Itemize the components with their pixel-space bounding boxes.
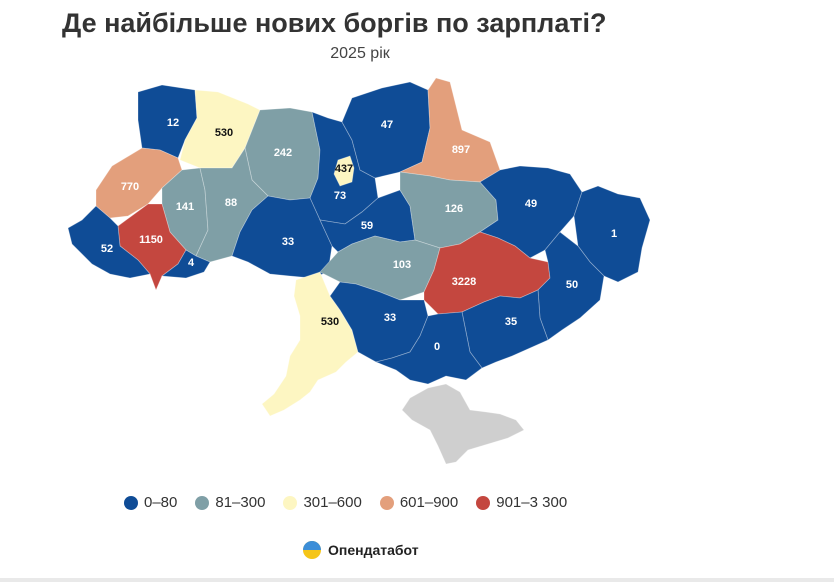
region-zaporizhzhia[interactable] [461, 289, 549, 369]
page-subtitle: 2025 рік [330, 45, 390, 62]
region-value-kharkiv: 49 [525, 198, 537, 210]
legend-label: 601–900 [399, 494, 459, 511]
legend-label: 0–80 [144, 494, 178, 511]
region-value-lviv: 770 [121, 181, 139, 193]
opendatabot-logo-icon [303, 541, 321, 559]
region-value-volyn: 12 [167, 117, 179, 129]
legend-item: 81–300 [195, 494, 265, 511]
brand-logo[interactable]: Опендатабот [302, 540, 419, 560]
region-lviv[interactable] [95, 147, 183, 219]
region-kyiv-city[interactable] [333, 155, 355, 187]
legend-item: 0–80 [124, 494, 177, 511]
region-donetsk[interactable] [537, 231, 605, 341]
region-value-poltava: 126 [445, 203, 463, 215]
region-volyn[interactable] [137, 84, 198, 159]
region-zakarpattia[interactable] [67, 205, 151, 279]
legend-item: 601–900 [379, 494, 459, 511]
legend-swatch [195, 495, 210, 510]
region-value-kyiv-oblast: 73 [334, 190, 346, 202]
region-value-zaporizhzhia: 35 [505, 316, 517, 328]
bottom-divider [0, 578, 834, 582]
legend-swatch [379, 495, 394, 510]
brand-name: Опендатабот [328, 542, 419, 558]
region-value-vinnytsia: 33 [282, 236, 294, 248]
legend-label: 81–300 [215, 494, 266, 511]
region-crimea[interactable] [401, 383, 525, 465]
region-value-sumy: 897 [452, 144, 470, 156]
region-value-kherson: 0 [434, 341, 440, 353]
region-value-kyiv-city: 437 [335, 163, 353, 175]
region-value-ternopil: 141 [176, 201, 194, 213]
region-value-dnipropetrovsk: 3228 [452, 276, 476, 288]
legend-item: 301–600 [283, 494, 362, 511]
region-value-chernivtsi: 4 [188, 257, 195, 269]
region-value-rivne: 530 [215, 127, 233, 139]
legend-label: 901–3 300 [496, 494, 568, 511]
region-value-donetsk: 50 [566, 279, 578, 291]
legend-swatch [283, 495, 298, 510]
legend-label: 301–600 [303, 494, 362, 511]
legend-swatch [124, 495, 138, 510]
legend-swatch [476, 495, 491, 510]
page-title: Де найбільше нових боргів по зарплаті? [62, 8, 607, 38]
region-value-mykolaiv: 33 [384, 312, 396, 324]
region-value-kirovohrad: 103 [393, 259, 411, 271]
region-value-zhytomyr: 242 [274, 147, 292, 159]
legend-item: 901–3 300 [476, 494, 567, 511]
region-chernivtsi[interactable] [160, 249, 211, 279]
map-legend: 0–80 81–300 301–600 601–900 901–3 300 [124, 494, 567, 511]
region-value-odesa: 530 [321, 316, 339, 328]
region-value-cherkasy: 59 [361, 220, 373, 232]
region-vinnytsia[interactable] [231, 195, 333, 279]
region-value-luhansk: 1 [611, 228, 617, 240]
region-value-zakarpattia: 52 [101, 243, 113, 255]
region-value-ivano-frankivsk: 1150 [139, 234, 163, 246]
region-value-khmelnytskyi: 88 [225, 197, 237, 209]
region-kherson[interactable] [374, 311, 483, 385]
region-value-chernihiv: 47 [381, 119, 393, 131]
